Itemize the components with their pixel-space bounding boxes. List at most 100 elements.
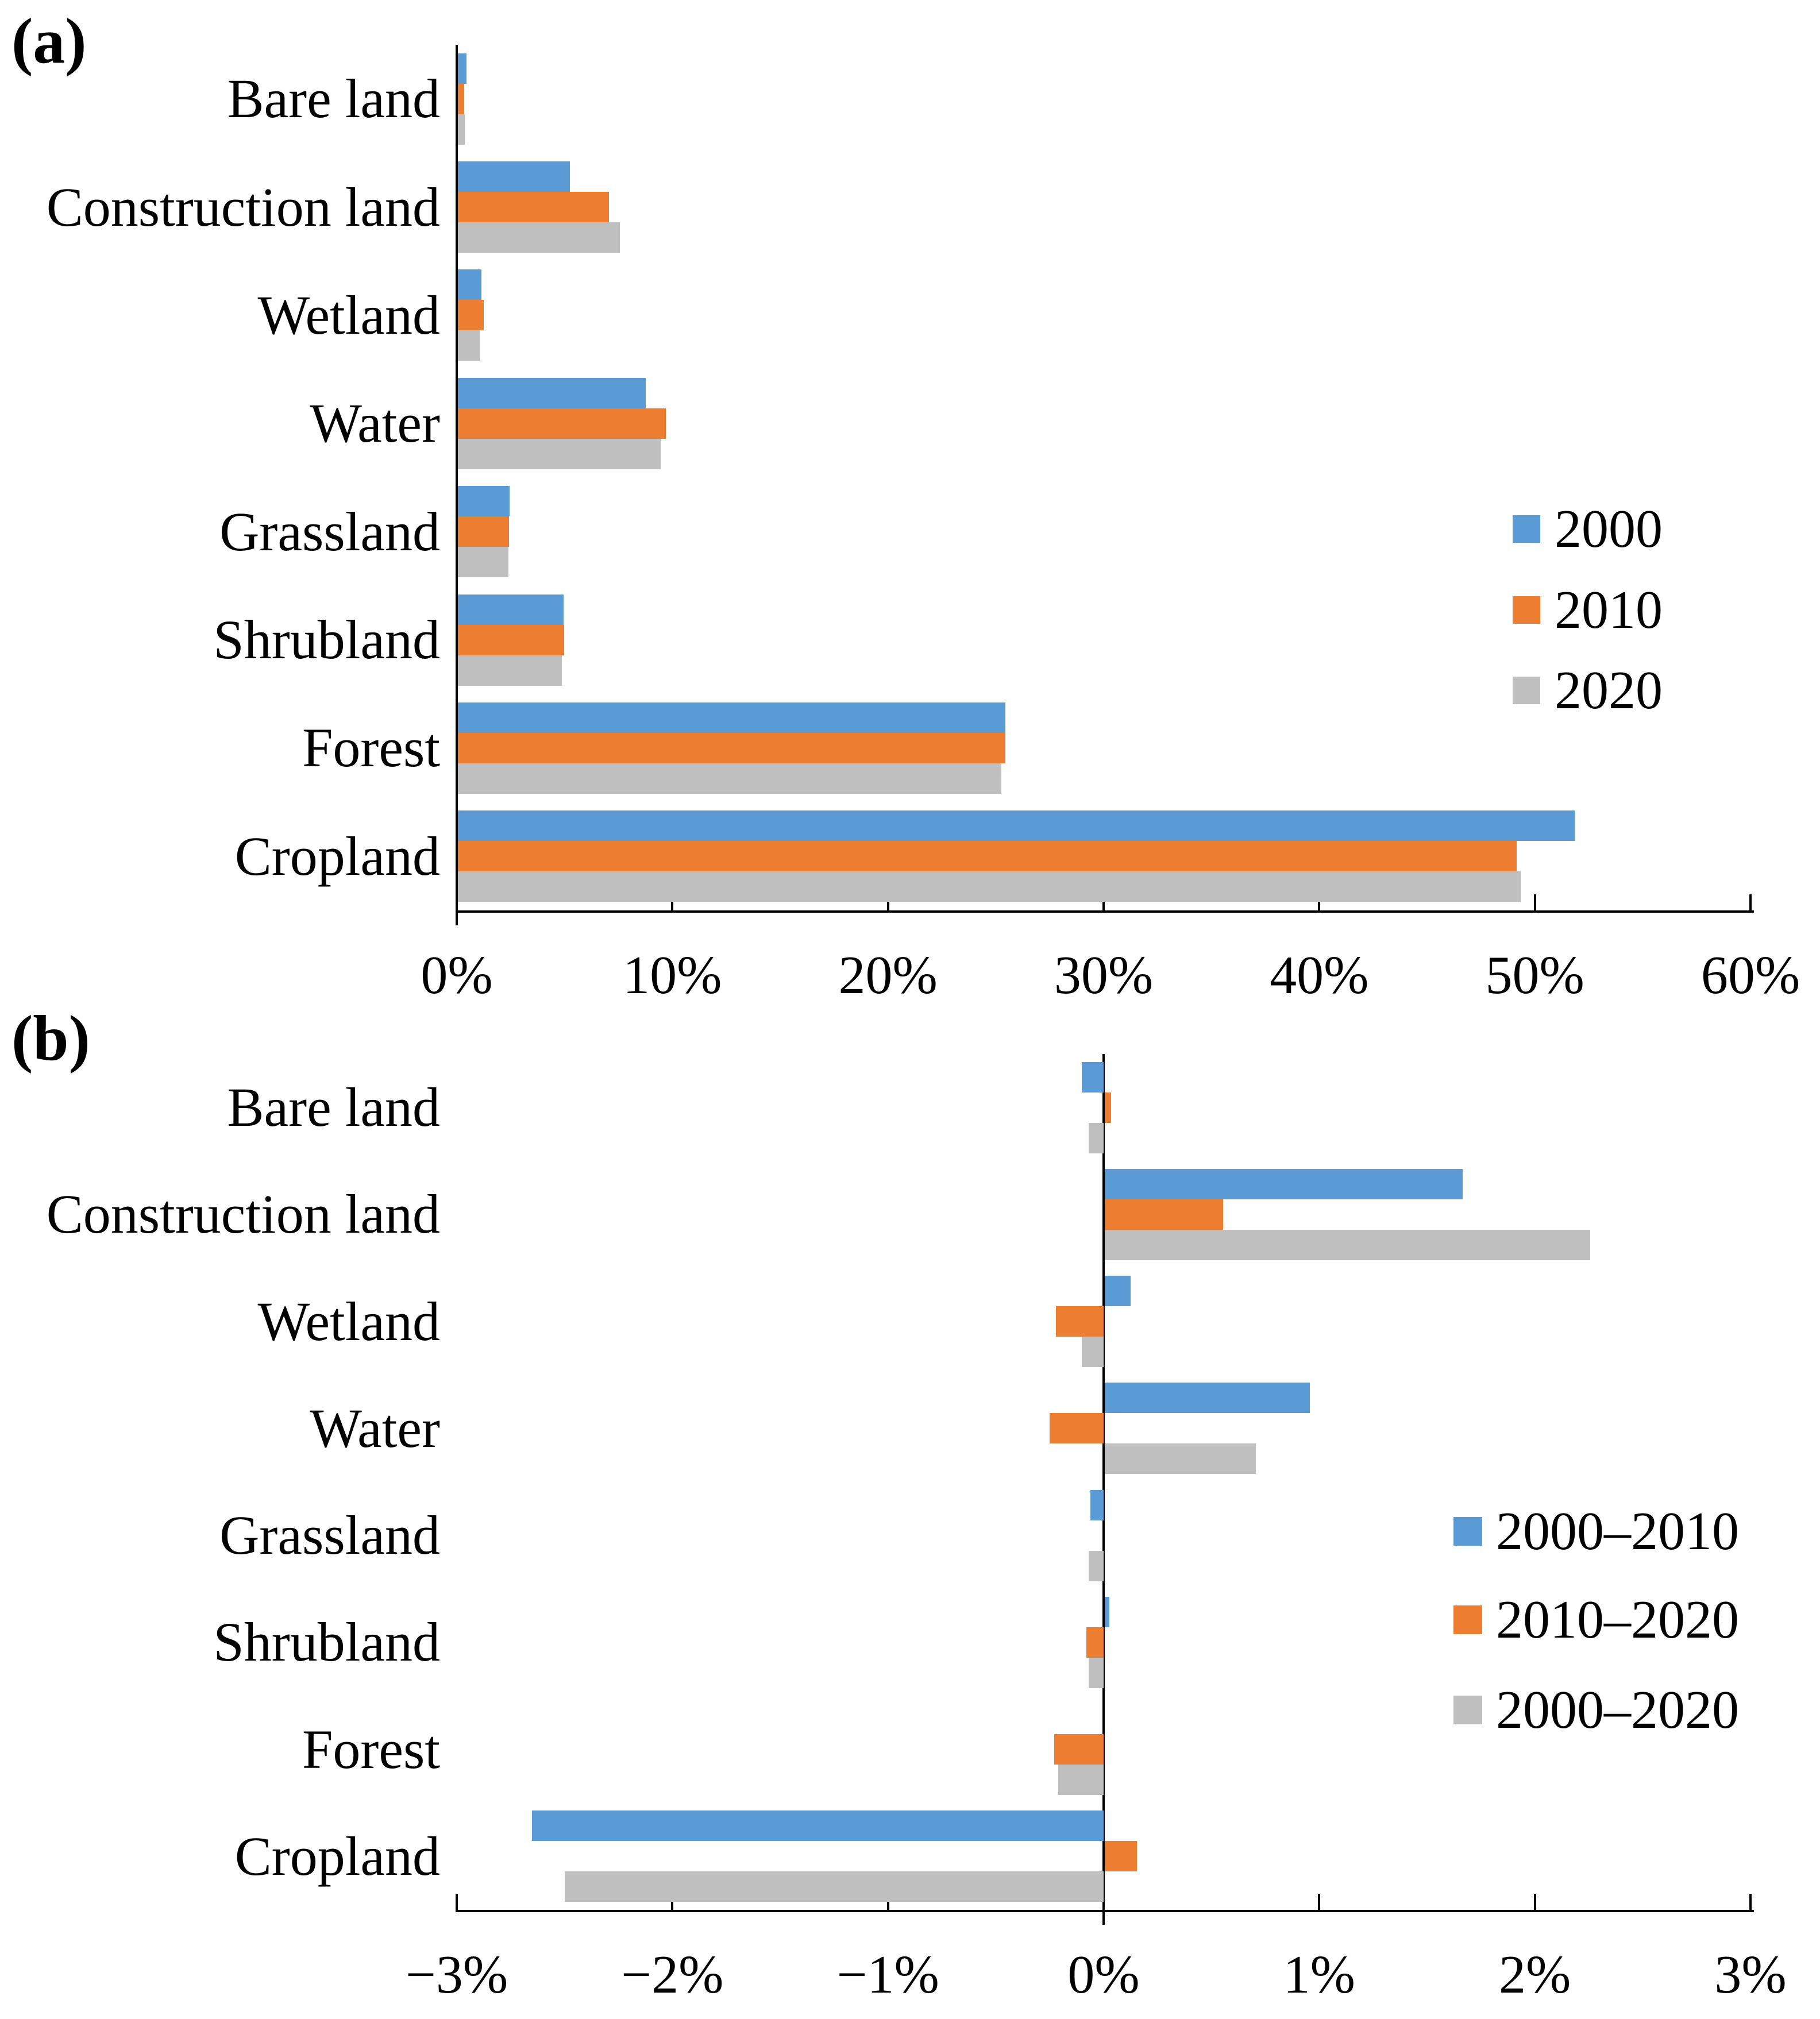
bar-2010-2020-wetland: [1056, 1306, 1104, 1337]
x-tick-label: 0%: [421, 945, 493, 1005]
category-label-construction-land: Construction land: [46, 176, 440, 238]
bar-2000-2020-grassland: [1088, 1550, 1104, 1581]
bar-2000-2010-grassland: [1090, 1489, 1104, 1520]
bar-2020-cropland: [458, 871, 1521, 902]
x-tick-label: 10%: [623, 945, 722, 1005]
x-axis-tick: [1533, 894, 1536, 910]
legend-marker-2000: [1513, 515, 1540, 543]
bar-2010-cropland: [458, 841, 1517, 872]
category-label-grassland: Grassland: [219, 500, 440, 562]
category-label-water: Water: [310, 392, 440, 454]
bar-2010-2020-water: [1050, 1413, 1104, 1444]
x-tick-label: 60%: [1701, 945, 1800, 1005]
category-label-grassland: Grassland: [219, 1504, 440, 1566]
bar-2010-2020-construction-land: [1105, 1199, 1224, 1230]
x-tick-label: −2%: [621, 1945, 724, 2005]
legend-label-2000: 2000: [1555, 499, 1663, 559]
bar-2010-2020-bare-land: [1105, 1092, 1112, 1123]
category-label-cropland: Cropland: [234, 1825, 440, 1887]
bar-2000-shrubland: [458, 594, 564, 625]
category-label-bare-land: Bare land: [227, 68, 441, 130]
x-tick-label: 50%: [1485, 945, 1584, 1005]
bar-2010-water: [458, 408, 666, 439]
bar-2000-2020-cropland: [564, 1871, 1104, 1902]
x-axis-tick: [886, 894, 889, 910]
category-label-water: Water: [310, 1397, 440, 1459]
bar-2000-construction-land: [458, 161, 570, 192]
bar-2020-construction-land: [458, 222, 620, 253]
bar-2010-grassland: [458, 516, 509, 547]
x-axis-tick: [1749, 1894, 1752, 1910]
x-tick-label: 20%: [838, 945, 938, 1005]
bar-2000-2020-construction-land: [1105, 1229, 1590, 1260]
category-label-wetland: Wetland: [257, 284, 440, 346]
bar-2020-wetland: [458, 330, 480, 361]
category-label-bare-land: Bare land: [227, 1076, 441, 1138]
bar-2000-2010-bare-land: [1082, 1061, 1104, 1093]
x-axis-tick: [1749, 894, 1752, 910]
bar-2000-bare-land: [458, 53, 466, 84]
legend-marker-2000-2020: [1453, 1696, 1482, 1724]
bar-2020-bare-land: [458, 114, 465, 145]
bar-2010-forest: [458, 732, 1006, 763]
bar-2000-2010-cropland: [532, 1810, 1104, 1842]
category-label-wetland: Wetland: [257, 1290, 440, 1352]
panel-a-label: (a): [11, 6, 87, 77]
bar-2010-2020-shrubland: [1086, 1627, 1104, 1658]
x-axis-tick: [456, 1894, 458, 1910]
category-label-forest: Forest: [302, 717, 440, 779]
bar-2010-construction-land: [458, 192, 609, 223]
category-axis-line: [456, 45, 458, 910]
bar-2000-2020-bare-land: [1088, 1122, 1104, 1153]
bar-2000-cropland: [458, 810, 1575, 841]
bar-2010-2020-forest: [1054, 1734, 1104, 1765]
legend-label-2010-2020: 2010–2020: [1496, 1590, 1739, 1650]
x-axis-tick: [1318, 894, 1321, 910]
bar-2000-2020-water: [1105, 1443, 1256, 1474]
bar-2010-wetland: [458, 300, 484, 331]
x-tick-label: −3%: [405, 1945, 508, 2005]
legend-label-2000-2010: 2000–2010: [1496, 1501, 1739, 1561]
x-tick-label: 40%: [1270, 945, 1369, 1005]
x-axis-tick: [1533, 1894, 1536, 1910]
x-tick-label: 1%: [1283, 1945, 1355, 2005]
bar-2000-water: [458, 377, 646, 408]
category-axis-line: [1102, 1054, 1105, 1910]
bar-2020-grassland: [458, 547, 508, 578]
x-axis-tick: [1102, 894, 1105, 910]
category-label-construction-land: Construction land: [46, 1183, 440, 1245]
bar-2000-2010-construction-land: [1105, 1168, 1463, 1199]
legend-marker-2000-2010: [1453, 1517, 1482, 1546]
x-tick-label: 30%: [1054, 945, 1154, 1005]
legend-marker-2010-2020: [1453, 1605, 1482, 1634]
bar-2020-shrubland: [458, 655, 562, 686]
legend-marker-2020: [1513, 677, 1540, 704]
bar-2000-grassland: [458, 486, 510, 517]
category-label-shrubland: Shrubland: [213, 609, 440, 671]
bar-2010-shrubland: [458, 624, 564, 655]
panel-b-label: (b): [11, 1003, 90, 1074]
bar-2000-2020-wetland: [1082, 1337, 1104, 1368]
legend-marker-2010: [1513, 596, 1540, 624]
bar-2010-bare-land: [458, 83, 465, 114]
bar-2000-forest: [458, 702, 1006, 733]
x-axis-tick: [671, 894, 674, 910]
bar-2000-2010-shrubland: [1105, 1596, 1109, 1627]
category-label-forest: Forest: [302, 1718, 440, 1780]
category-axis-crossing-tick: [1102, 1910, 1105, 1925]
bar-2020-water: [458, 438, 661, 469]
x-tick-label: 2%: [1499, 1945, 1571, 2005]
x-tick-label: 0%: [1067, 1945, 1140, 2005]
category-label-shrubland: Shrubland: [213, 1611, 440, 1673]
bar-2000-wetland: [458, 269, 482, 300]
bar-2000-2020-shrubland: [1088, 1657, 1104, 1688]
legend-label-2000-2020: 2000–2020: [1496, 1680, 1739, 1740]
legend-label-2020: 2020: [1555, 661, 1663, 720]
x-axis-line: [456, 1910, 1754, 1912]
x-axis-line: [456, 910, 1754, 913]
bar-2010-2020-cropland: [1105, 1841, 1138, 1872]
bar-2020-forest: [458, 763, 1001, 794]
bar-2000-2010-wetland: [1105, 1276, 1131, 1307]
bar-2000-2020-forest: [1058, 1765, 1104, 1796]
